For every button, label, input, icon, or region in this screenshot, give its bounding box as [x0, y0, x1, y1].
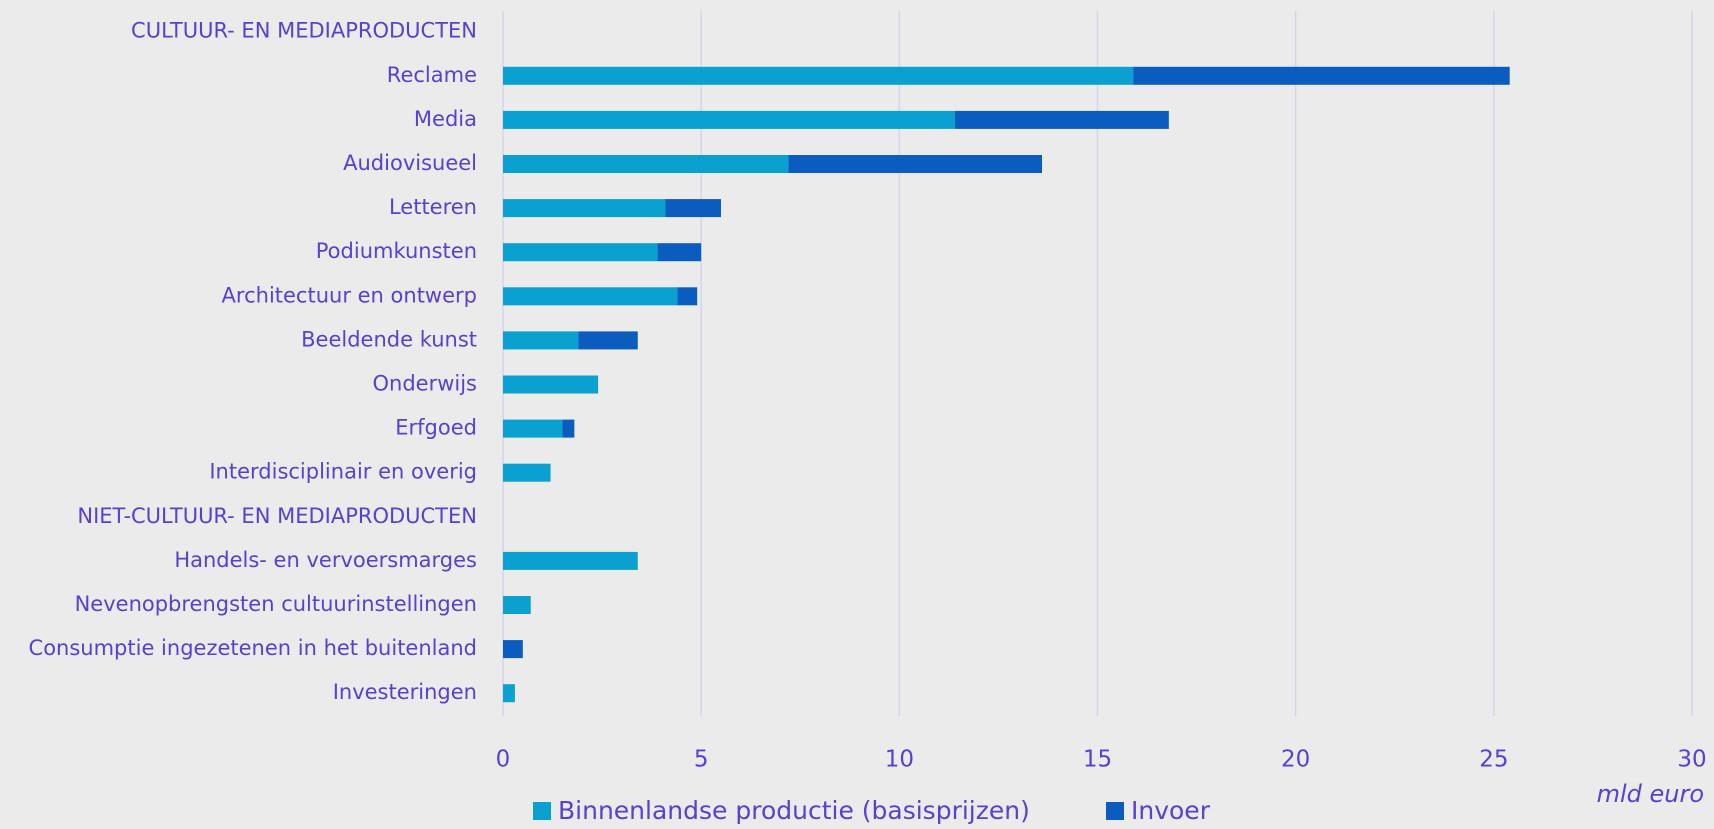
bar	[677, 287, 698, 306]
y-tick-label: Investeringen	[333, 680, 477, 704]
bar	[788, 155, 1043, 173]
bar	[503, 155, 789, 173]
bar	[503, 243, 658, 262]
y-tick-label: Onderwijs	[372, 372, 477, 396]
y-tick-label: Consumptie ingezetenen in het buitenland	[29, 636, 477, 660]
bar	[503, 199, 666, 218]
bar	[503, 419, 563, 438]
y-tick-label: NIET-CULTUUR- EN MEDIAPRODUCTEN	[77, 504, 477, 528]
bar	[503, 463, 551, 482]
bar	[954, 110, 1169, 129]
bar	[503, 640, 523, 659]
y-tick-label: Media	[414, 107, 477, 131]
bar	[1133, 66, 1510, 85]
bar	[503, 596, 531, 614]
y-tick-label: Audiovisueel	[343, 151, 477, 175]
x-tick-label: 25	[1479, 747, 1508, 773]
bar	[503, 110, 955, 129]
legend-swatch	[533, 802, 551, 820]
bar	[562, 419, 575, 438]
y-tick-label: Architectuur en ontwerp	[222, 283, 477, 307]
y-tick-label: Handels- en vervoersmarges	[174, 548, 477, 572]
bar	[657, 243, 702, 262]
y-tick-label: Erfgoed	[395, 416, 477, 440]
bar	[503, 551, 638, 570]
y-tick-label: Beeldende kunst	[301, 327, 477, 351]
y-tick-label: Interdisciplinair en overig	[209, 460, 477, 484]
x-tick-label: 0	[496, 747, 511, 773]
bar	[503, 684, 515, 703]
legend-swatch	[1106, 802, 1124, 820]
bar	[665, 199, 721, 218]
bar	[578, 331, 638, 350]
bar	[503, 66, 1134, 85]
x-tick-label: 30	[1677, 747, 1706, 773]
y-tick-label: Podiumkunsten	[316, 239, 477, 263]
legend-label: Invoer	[1131, 796, 1211, 825]
x-tick-label: 10	[885, 747, 914, 773]
y-tick-label: CULTUUR- EN MEDIAPRODUCTEN	[131, 19, 477, 43]
x-axis-label: mld euro	[1597, 780, 1704, 808]
y-tick-label: Letteren	[389, 195, 477, 219]
legend-label: Binnenlandse productie (basisprijzen)	[558, 796, 1030, 825]
y-tick-label: Reclame	[387, 63, 477, 87]
bar	[503, 287, 678, 306]
bar	[503, 375, 599, 394]
x-tick-label: 5	[694, 747, 709, 773]
bar	[503, 331, 579, 350]
x-tick-label: 20	[1281, 747, 1310, 773]
y-tick-label: Nevenopbrengsten cultuurinstellingen	[75, 592, 477, 616]
x-tick-label: 15	[1083, 747, 1112, 773]
